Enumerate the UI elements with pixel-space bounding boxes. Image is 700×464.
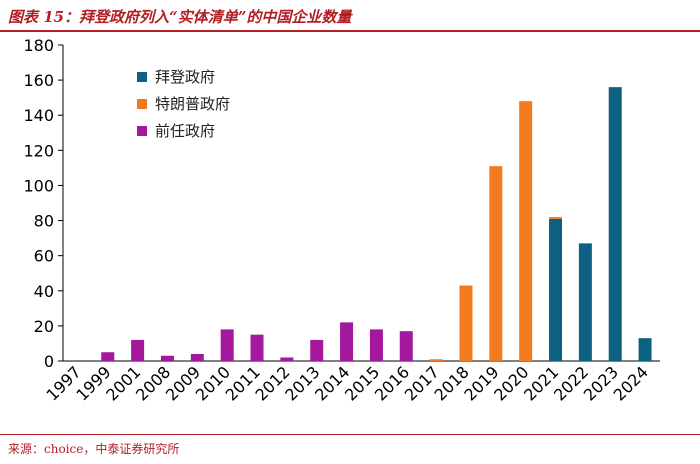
legend-label-0: 拜登政府: [155, 68, 215, 86]
bar-2021-series-0: [549, 218, 563, 361]
bar-2015-series-2: [369, 329, 383, 361]
bar-2020-series-1: [519, 101, 533, 361]
bar-2022-series-0: [578, 243, 592, 361]
source-note: 来源：choice，中泰证券研究所: [8, 442, 180, 456]
bar-chart: 0 20 40 60 80 100 120 140 160 180 199719992001200…: [23, 36, 660, 405]
bar-2023-series-0: [608, 87, 622, 361]
bar-2024-series-0: [638, 338, 652, 361]
bar-2019-series-1: [489, 166, 503, 361]
bar-2008-series-2: [160, 355, 174, 361]
bar-2009-series-2: [190, 353, 204, 361]
bar-2011-series-2: [250, 334, 264, 361]
y-tick-label: 120: [23, 141, 54, 160]
bars: [101, 87, 652, 361]
y-tick-label: 180: [23, 36, 54, 55]
bar-2014-series-2: [340, 322, 354, 361]
y-axis: 0 20 40 60 80 100 120 140 160 180: [23, 36, 64, 371]
bar-2017-series-1: [429, 359, 443, 361]
y-tick-label: 40: [34, 282, 54, 301]
bar-2021-series-1: [549, 217, 563, 219]
y-tick-label: 20: [34, 317, 54, 336]
y-tick-label: 60: [34, 247, 54, 266]
legend-swatch-2: [137, 126, 147, 136]
legend-swatch-1: [137, 99, 147, 109]
legend-swatch-0: [137, 72, 147, 82]
bar-2016-series-2: [399, 331, 413, 361]
y-tick-label: 100: [23, 176, 54, 195]
y-tick-label: 0: [44, 352, 54, 371]
x-tick-label: 2024: [610, 362, 652, 404]
legend-label-2: 前任政府: [155, 122, 215, 140]
legend-label-1: 特朗普政府: [155, 95, 230, 113]
chart-header: 图表 15：拜登政府列入“实体清单”的中国企业数量: [0, 0, 700, 32]
y-tick-label: 140: [23, 106, 54, 125]
y-tick-label: 80: [34, 212, 54, 231]
title-divider: [0, 30, 700, 32]
bar-2012-series-2: [280, 357, 294, 361]
footer-divider: [0, 434, 700, 435]
bar-2018-series-1: [459, 285, 473, 361]
bar-2001-series-2: [131, 339, 145, 361]
bar-2010-series-2: [220, 329, 234, 361]
x-axis: 1997199920012008200920102011201220132014…: [43, 360, 660, 405]
chart-title: 图表 15：拜登政府列入“实体清单”的中国企业数量: [8, 8, 352, 26]
bar-1999-series-2: [101, 352, 115, 361]
bar-2013-series-2: [310, 339, 324, 361]
y-tick-label: 160: [23, 71, 54, 90]
